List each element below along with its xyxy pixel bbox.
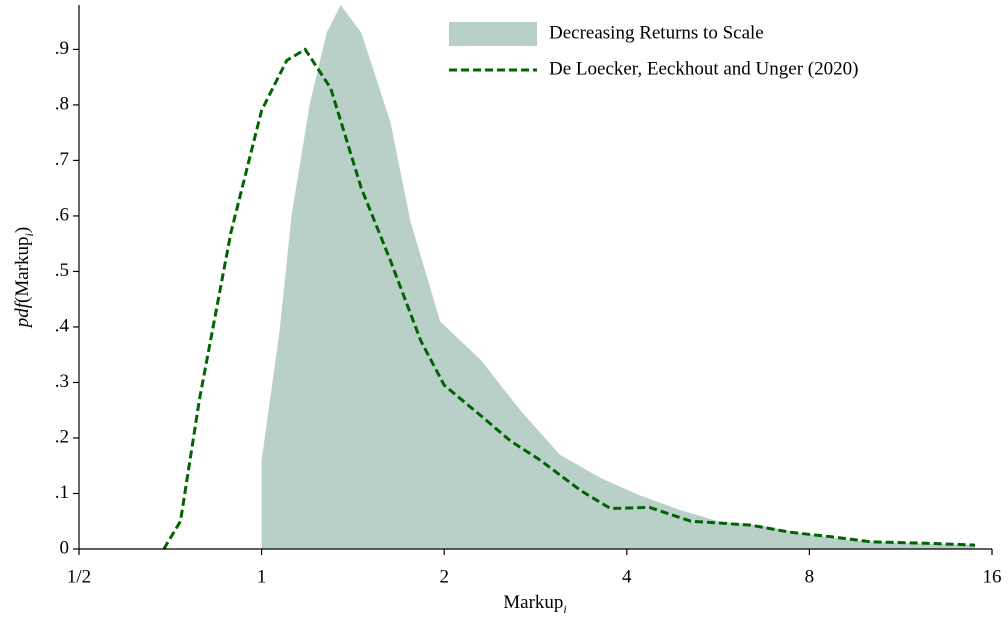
y-tick-label: .4 (55, 315, 70, 336)
y-axis-label: pdf(Markupi) (12, 227, 35, 329)
x-tick-label: 8 (805, 566, 815, 587)
legend-label: Decreasing Returns to Scale (549, 22, 764, 43)
x-tick-label: 4 (622, 566, 632, 587)
y-tick-label: .3 (55, 371, 69, 392)
density-area (261, 5, 976, 549)
y-tick-label: .6 (55, 204, 69, 225)
y-tick-label: .7 (55, 149, 69, 170)
density-line (162, 47, 976, 550)
x-tick-label: 16 (983, 566, 1002, 587)
legend-label: De Loecker, Eeckhout and Unger (2020) (549, 58, 858, 79)
y-tick-label: .8 (55, 93, 69, 114)
x-tick-label: 1 (257, 566, 267, 587)
y-tick-label: .2 (55, 426, 69, 447)
legend-swatch (449, 22, 537, 46)
y-tick-label: .9 (55, 38, 69, 59)
x-axis-label: Markupi (503, 592, 567, 615)
x-tick-label: 2 (439, 566, 449, 587)
y-tick-label: .5 (55, 260, 69, 281)
x-tick-label: 1/2 (67, 566, 91, 587)
y-tick-label: .1 (55, 482, 69, 503)
y-tick-label: 0 (60, 537, 70, 558)
